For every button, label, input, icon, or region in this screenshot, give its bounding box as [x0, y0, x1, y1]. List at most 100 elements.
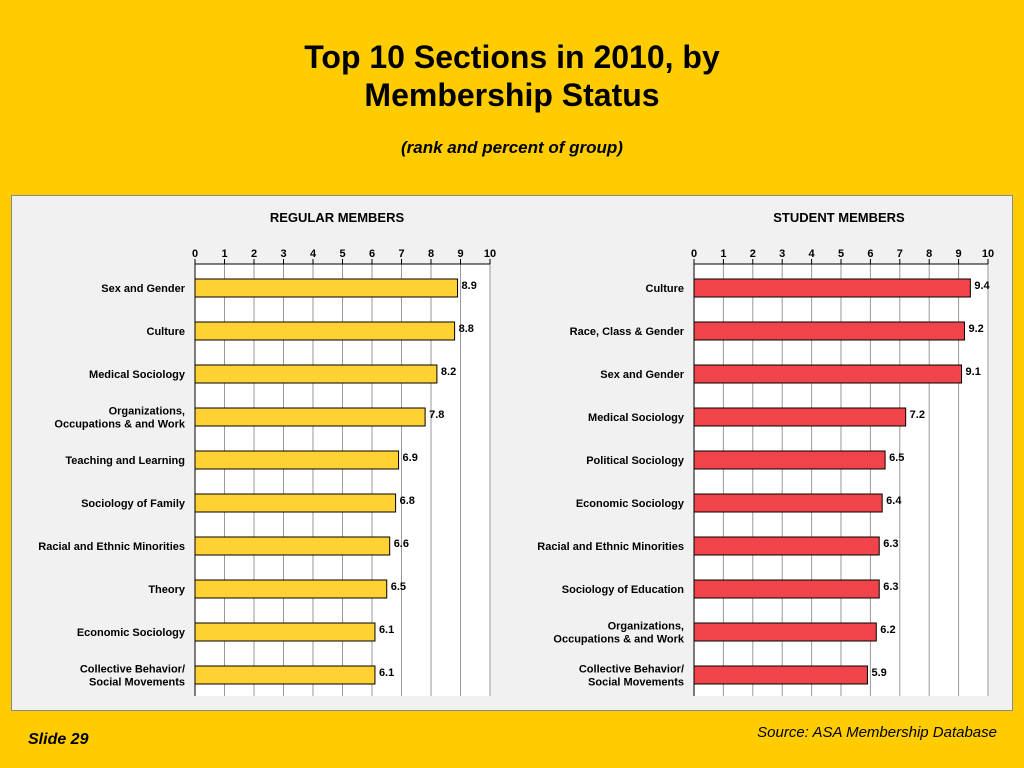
data-label-student: 6.5 [889, 452, 904, 464]
tick-label-student: 5 [838, 248, 844, 260]
bar-regular [194, 493, 397, 513]
title-line-2: Membership Status [364, 77, 660, 113]
category-label-line: Organizations, [109, 406, 185, 418]
bar-regular [194, 278, 459, 298]
slide-subtitle: (rank and percent of group) [401, 138, 623, 157]
data-label-regular: 6.1 [379, 624, 394, 636]
data-label-regular: 6.8 [400, 495, 415, 507]
bar-regular [194, 665, 376, 685]
data-label-student: 6.3 [883, 581, 898, 593]
data-label-regular: 6.9 [403, 452, 418, 464]
bar-student [693, 579, 880, 599]
title-line-1: Top 10 Sections in 2010, by [304, 39, 720, 75]
category-label-student: Organizations, Occupations & and Work [553, 621, 684, 646]
category-label-regular: Collective Behavior/Social Movements [80, 664, 185, 689]
category-label-line: Sex and Gender [101, 283, 185, 295]
tick-label-student: 4 [809, 248, 816, 260]
category-label-line: Political Sociology [586, 455, 685, 467]
category-label-line: Collective Behavior/ [579, 664, 684, 676]
tick-label-regular: 10 [484, 248, 496, 260]
data-label-regular: 6.5 [391, 581, 406, 593]
category-label-line: Economic Sociology [77, 627, 186, 639]
data-label-student: 9.4 [974, 280, 990, 292]
tick-label-regular: 6 [369, 248, 375, 260]
bar-student [693, 278, 971, 298]
tick-label-regular: 2 [251, 248, 257, 260]
bar-student [693, 622, 877, 642]
tick-label-student: 9 [956, 248, 962, 260]
data-label-student: 5.9 [871, 667, 886, 679]
bar-regular [194, 450, 400, 470]
category-label-student: Sociology of Education [562, 584, 685, 596]
category-label-student: Medical Sociology [588, 412, 685, 424]
category-label-line: Social Movements [89, 677, 185, 689]
category-label-student: Political Sociology [586, 455, 685, 467]
charts-svg: REGULAR MEMBERS 0 1 2 3 4 5 6 7 8 9 10 8.9 Sex and Ge… [38, 210, 994, 696]
category-label-student: Culture [646, 283, 685, 295]
category-label-line: Culture [147, 326, 186, 338]
tick-label-student: 6 [867, 248, 873, 260]
category-label-line: Theory [148, 584, 186, 596]
bar-student [693, 321, 965, 341]
category-label-line: Teaching and Learning [65, 455, 185, 467]
tick-label-regular: 4 [310, 248, 317, 260]
tick-label-student: 3 [779, 248, 785, 260]
bar-student [693, 407, 907, 427]
data-label-regular: 8.2 [441, 366, 456, 378]
category-label-line: Medical Sociology [89, 369, 186, 381]
data-label-regular: 7.8 [429, 409, 444, 421]
data-label-regular: 6.6 [394, 538, 409, 550]
bar-regular [194, 579, 388, 599]
bar-regular [194, 321, 456, 341]
tick-label-regular: 9 [457, 248, 463, 260]
category-label-student: Economic Sociology [576, 498, 685, 510]
bar-student [693, 665, 868, 685]
data-label-regular: 8.9 [462, 280, 477, 292]
category-label-line: Collective Behavior/ [80, 664, 185, 676]
category-label-student: Sex and Gender [600, 369, 684, 381]
source-note: Source: ASA Membership Database [757, 724, 997, 741]
category-label-line: Sociology of Education [562, 584, 685, 596]
bar-regular [194, 407, 426, 427]
category-label-line: Racial and Ethnic Minorities [38, 541, 185, 553]
tick-label-regular: 8 [428, 248, 434, 260]
tick-label-regular: 0 [192, 248, 198, 260]
bar-regular [194, 536, 391, 556]
category-label-line: Occupations & and Work [54, 419, 185, 431]
tick-label-regular: 7 [398, 248, 404, 260]
slide-number: Slide 29 [28, 731, 89, 748]
tick-label-student: 0 [691, 248, 697, 260]
category-label-line: Economic Sociology [576, 498, 685, 510]
bar-regular [194, 622, 376, 642]
category-label-line: Occupations & and Work [553, 634, 684, 646]
category-label-line: Sociology of Family [81, 498, 186, 510]
data-label-student: 9.2 [968, 323, 983, 335]
data-label-student: 7.2 [910, 409, 925, 421]
category-label-regular: Economic Sociology [77, 627, 186, 639]
category-label-regular: Culture [147, 326, 186, 338]
category-label-regular: Organizations, Occupations & and Work [54, 406, 185, 431]
bar-regular [194, 364, 438, 384]
chart-panel: REGULAR MEMBERS 0 1 2 3 4 5 6 7 8 9 10 8.9 Sex and Ge… [11, 195, 1013, 711]
tick-label-student: 10 [982, 248, 994, 260]
category-label-regular: Theory [148, 584, 186, 596]
tick-label-student: 1 [720, 248, 726, 260]
tick-label-regular: 3 [280, 248, 286, 260]
data-label-regular: 6.1 [379, 667, 394, 679]
chart-title-regular: REGULAR MEMBERS [270, 210, 405, 225]
tick-label-regular: 5 [339, 248, 345, 260]
data-label-student: 6.2 [880, 624, 895, 636]
category-label-student: Racial and Ethnic Minorities [537, 541, 684, 553]
data-label-student: 6.4 [886, 495, 902, 507]
category-label-student: Collective Behavior/Social Movements [579, 664, 684, 689]
category-label-regular: Sociology of Family [81, 498, 186, 510]
bar-student [693, 493, 883, 513]
chart-title-student: STUDENT MEMBERS [773, 210, 905, 225]
category-label-regular: Medical Sociology [89, 369, 186, 381]
category-label-line: Racial and Ethnic Minorities [537, 541, 684, 553]
category-label-student: Race, Class & Gender [570, 326, 685, 338]
category-label-regular: Teaching and Learning [65, 455, 185, 467]
category-label-line: Medical Sociology [588, 412, 685, 424]
bar-student [693, 536, 880, 556]
category-label-regular: Racial and Ethnic Minorities [38, 541, 185, 553]
